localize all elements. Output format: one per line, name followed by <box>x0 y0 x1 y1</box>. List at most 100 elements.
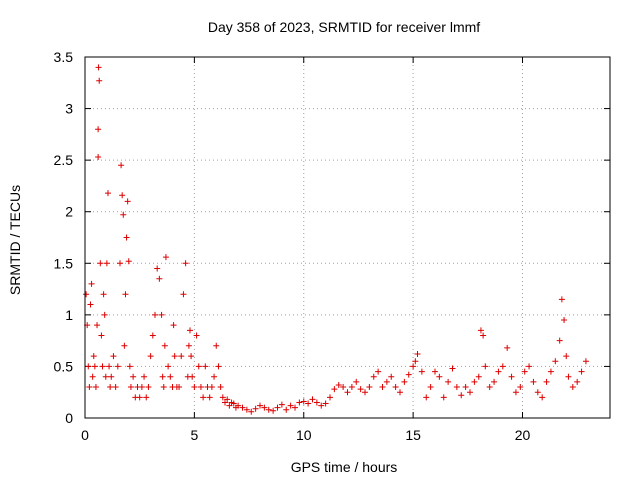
x-tick-label: 10 <box>296 427 312 443</box>
data-point <box>517 384 524 391</box>
data-point <box>167 373 174 380</box>
data-point <box>539 394 546 401</box>
data-point <box>215 363 222 370</box>
data-point <box>432 368 438 375</box>
data-point <box>318 402 325 409</box>
data-point <box>182 260 189 267</box>
data-point <box>161 342 168 349</box>
data-point <box>248 408 255 415</box>
data-point <box>110 353 117 360</box>
x-axis-label: GPS time / hours <box>291 459 398 475</box>
data-point <box>512 389 519 396</box>
data-point <box>348 384 355 391</box>
data-point <box>296 399 303 406</box>
data-point <box>313 399 320 406</box>
x-tick-label: 0 <box>81 427 89 443</box>
data-point <box>458 392 465 399</box>
data-point <box>414 351 421 358</box>
data-point <box>141 373 148 380</box>
data-point <box>98 332 105 339</box>
data-point <box>124 198 131 205</box>
data-point <box>213 342 220 349</box>
data-point <box>287 402 294 409</box>
x-tick-label: 15 <box>405 427 421 443</box>
data-point <box>176 384 183 391</box>
data-point <box>117 260 123 267</box>
data-point <box>445 378 452 385</box>
data-point <box>508 373 515 380</box>
y-tick-labels: 0 0.5 1 1.5 2 2.5 3 3.5 <box>54 49 74 426</box>
data-point <box>353 378 360 385</box>
data-point <box>191 384 198 391</box>
data-point <box>189 373 196 380</box>
data-point <box>375 368 382 375</box>
data-point <box>154 265 161 272</box>
data-point <box>257 402 263 409</box>
data-point <box>88 280 95 287</box>
data-point <box>243 406 250 413</box>
data-point <box>558 296 565 303</box>
y-tick-label: 1.5 <box>54 255 74 271</box>
data-point <box>122 291 129 298</box>
data-point <box>388 373 395 380</box>
data-point <box>252 405 259 412</box>
data-point <box>504 344 511 351</box>
data-point <box>366 384 373 391</box>
data-point <box>102 373 109 380</box>
data-point <box>418 368 425 375</box>
axis-ticks <box>84 56 610 419</box>
data-point <box>119 192 126 199</box>
data-point <box>534 389 541 396</box>
data-point <box>226 402 233 409</box>
data-point <box>125 258 132 265</box>
data-point <box>86 384 93 391</box>
data-point <box>449 365 456 372</box>
data-point <box>120 211 127 218</box>
data-point <box>491 378 498 385</box>
data-point <box>480 332 487 339</box>
y-tick-label: 0 <box>65 410 73 426</box>
data-point <box>405 371 412 378</box>
data-point <box>101 311 108 318</box>
data-point <box>127 384 134 391</box>
data-point <box>495 368 502 375</box>
data-point <box>561 317 568 324</box>
data-point <box>563 353 570 360</box>
data-point <box>90 353 97 360</box>
y-tick-label: 2 <box>65 204 73 220</box>
data-point <box>569 384 576 391</box>
y-tick-label: 3 <box>65 101 73 117</box>
data-point <box>92 384 99 391</box>
data-point <box>436 373 443 380</box>
data-point <box>427 384 434 391</box>
data-point <box>149 332 156 339</box>
data-point <box>270 407 277 414</box>
data-point <box>340 384 347 391</box>
data-point <box>283 406 290 413</box>
y-tick-label: 0.5 <box>54 358 74 374</box>
data-point <box>410 363 417 370</box>
x-tick-label: 20 <box>515 427 531 443</box>
data-point <box>222 399 228 406</box>
data-point <box>219 394 226 401</box>
data-point <box>217 384 224 391</box>
data-point <box>530 378 537 385</box>
data-point <box>309 396 316 403</box>
data-point <box>138 384 145 391</box>
data-point <box>206 394 213 401</box>
data-point <box>471 378 478 385</box>
data-point <box>188 353 195 360</box>
data-point <box>156 275 163 282</box>
data-point <box>158 311 165 318</box>
data-point <box>477 327 484 334</box>
data-point <box>108 373 115 380</box>
data-point <box>159 373 166 380</box>
x-tick-labels: 0 5 10 15 20 <box>81 427 530 443</box>
data-point <box>453 384 460 391</box>
data-point <box>152 311 158 318</box>
data-point <box>344 389 351 396</box>
data-point <box>136 394 143 401</box>
data-point <box>107 384 114 391</box>
data-point <box>274 404 281 411</box>
